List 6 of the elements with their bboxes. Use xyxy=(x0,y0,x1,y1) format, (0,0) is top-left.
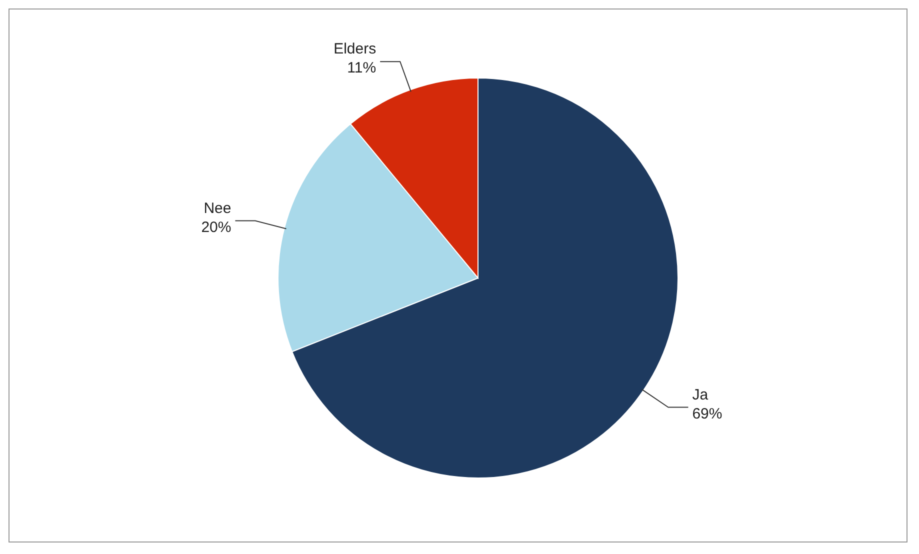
slice-label: Ja xyxy=(692,386,709,404)
slice-label: Elders xyxy=(334,40,376,58)
data-label: 69% xyxy=(692,405,722,422)
slice-label: Nee xyxy=(204,200,232,217)
data-label: 20% xyxy=(201,218,232,236)
data-label: 11% xyxy=(347,60,376,77)
